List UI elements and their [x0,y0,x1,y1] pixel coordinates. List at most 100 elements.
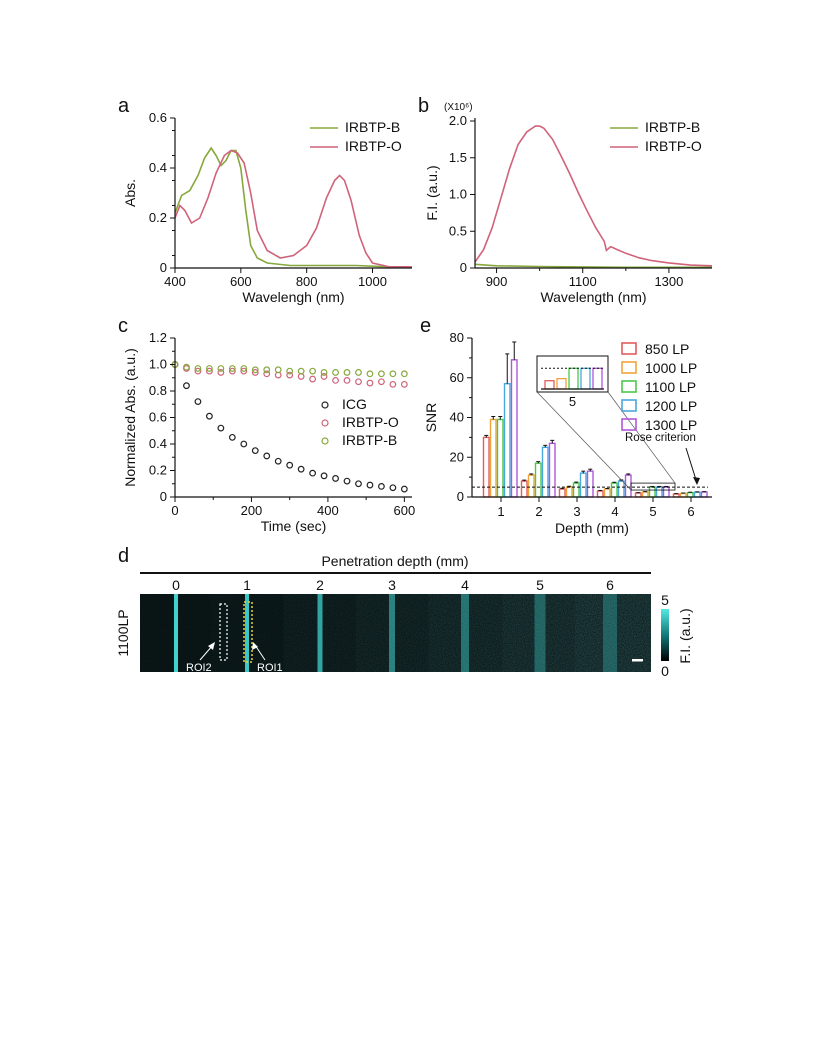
data-point-ICG [389,484,397,492]
y-tick-label: 60 [450,370,464,385]
data-point-IRBTP-O [228,367,236,375]
legend-marker [321,401,329,409]
y-tick-label: 80 [450,330,464,345]
series-line-IRBTP-B [174,146,412,268]
colorbar-label: F.I. (a.u.) [677,608,693,663]
legend-label: 1200 LP [645,398,697,414]
data-point-IRBTP-B [228,365,236,372]
data-point-IRBTP-O [194,367,202,375]
data-point-IRBTP-B [400,370,408,378]
data-point-IRBTP-B [320,369,328,376]
bar-1000 LP-4 [603,488,611,498]
roi1-box [243,601,253,663]
y-tick-label: 1.2 [149,330,167,345]
depth-label: 6 [606,577,614,593]
panel-label: d [118,545,129,567]
data-point-ICG [297,465,305,473]
legend-label: IRBTP-O [645,138,702,154]
bar-1100 LP-3 [572,482,580,498]
depth-label: 5 [536,577,544,593]
series-line-IRBTP-O [474,125,713,267]
y-axis-title: Normalized Abs. (a.u.) [122,348,138,487]
x-tick-label: 800 [296,274,318,289]
y-axis-title: F.I. (a.u.) [424,165,440,220]
series-line-IRBTP-B [474,263,712,269]
y-tick-label: 1.5 [449,150,467,165]
x-tick-label: 600 [230,274,252,289]
legend-label: 850 LP [645,341,689,357]
y-tick-label: 0.4 [149,436,167,451]
data-point-ICG [355,480,362,488]
bar-1200 LP-3 [579,472,587,498]
data-point-ICG [263,452,271,460]
bar-1200 LP-5 [655,486,663,498]
data-point-ICG [240,440,248,448]
arrowhead [693,477,700,485]
legend-label: IRBTP-B [645,119,700,135]
data-point-IRBTP-O [206,367,213,375]
data-point-IRBTP-B [240,365,248,372]
x-tick-label: 6 [687,504,694,519]
legend-label: 1300 LP [645,417,697,433]
data-point-IRBTP-B [355,369,362,376]
chart-a: 400 600 800 1000 0 0.2 0.4 0.6 Wavelengh (nm) Abs… [122,110,412,305]
bar-1200 LP-6 [693,491,701,498]
data-point-IRBTP-B [286,367,294,375]
x-tick-label: 5 [649,504,656,519]
data-point-ICG [228,433,236,441]
bar-850 LP-3 [558,488,566,498]
series-line-IRBTP-O [174,149,412,268]
bar-1000 LP-5 [641,491,649,498]
x-tick-label: 900 [486,274,508,289]
legend-label: 1000 LP [645,360,697,376]
y-tick-label: 0 [457,489,464,504]
data-point-ICG [251,447,259,455]
panel-label: c [118,315,128,337]
zoom-connector [607,391,676,484]
x-tick-label: 1100 [569,274,597,289]
legend-swatch [621,342,637,355]
data-point-IRBTP-B [389,370,397,378]
legend-label: ICG [342,396,367,412]
depth-label: 2 [316,577,324,593]
bar-1300 LP-4 [624,474,632,498]
colorbar [661,609,669,661]
bar-1000 LP-2 [527,474,535,498]
data-point-ICG [320,472,328,480]
x-tick-label: 1300 [654,274,683,289]
row-label: 1100LP [115,609,131,656]
data-point-IRBTP-B [274,366,282,374]
data-point-IRBTP-B [263,366,271,374]
data-point-IRBTP-B [206,365,213,372]
data-point-IRBTP-O [400,380,408,388]
data-point-IRBTP-O [217,369,225,376]
data-point-ICG [332,475,339,482]
fluorescent-stripe [389,594,395,672]
rose-criterion-label: Rose criterion [625,432,696,444]
data-point-IRBTP-O [240,367,248,375]
y-axis-title: SNR [423,403,439,433]
legend-marker [321,437,329,445]
x-tick-label: 0 [171,503,178,518]
data-point-IRBTP-O [378,378,385,386]
zoom-box [630,482,676,491]
bar-1100 LP-6 [686,491,694,498]
legend-label: IRBTP-B [345,119,400,135]
data-point-IRBTP-B [297,367,305,375]
data-point-IRBTP-O [251,369,259,376]
y-tick-label: 1.0 [449,187,467,202]
y-tick-label: 0 [460,260,467,275]
data-point-IRBTP-B [217,365,225,372]
data-point-IRBTP-B [332,369,339,376]
y-tick-label: 0.4 [149,160,167,175]
bar-1100 LP-1 [496,418,504,498]
x-tick-label: 600 [394,503,416,518]
y-tick-label: 0.2 [149,463,167,478]
panel-d: Penetration depth (mm) 0 1 2 3 4 5 6 ROI2 ROI1 110… [115,553,693,679]
y-tick-label: 1.0 [149,357,167,372]
y-tick-label: 0.6 [149,410,167,425]
bar-1100 LP-4 [610,482,618,498]
legend-swatch [621,361,637,374]
legend-swatch [621,380,637,393]
y-tick-label: 0 [160,260,167,275]
